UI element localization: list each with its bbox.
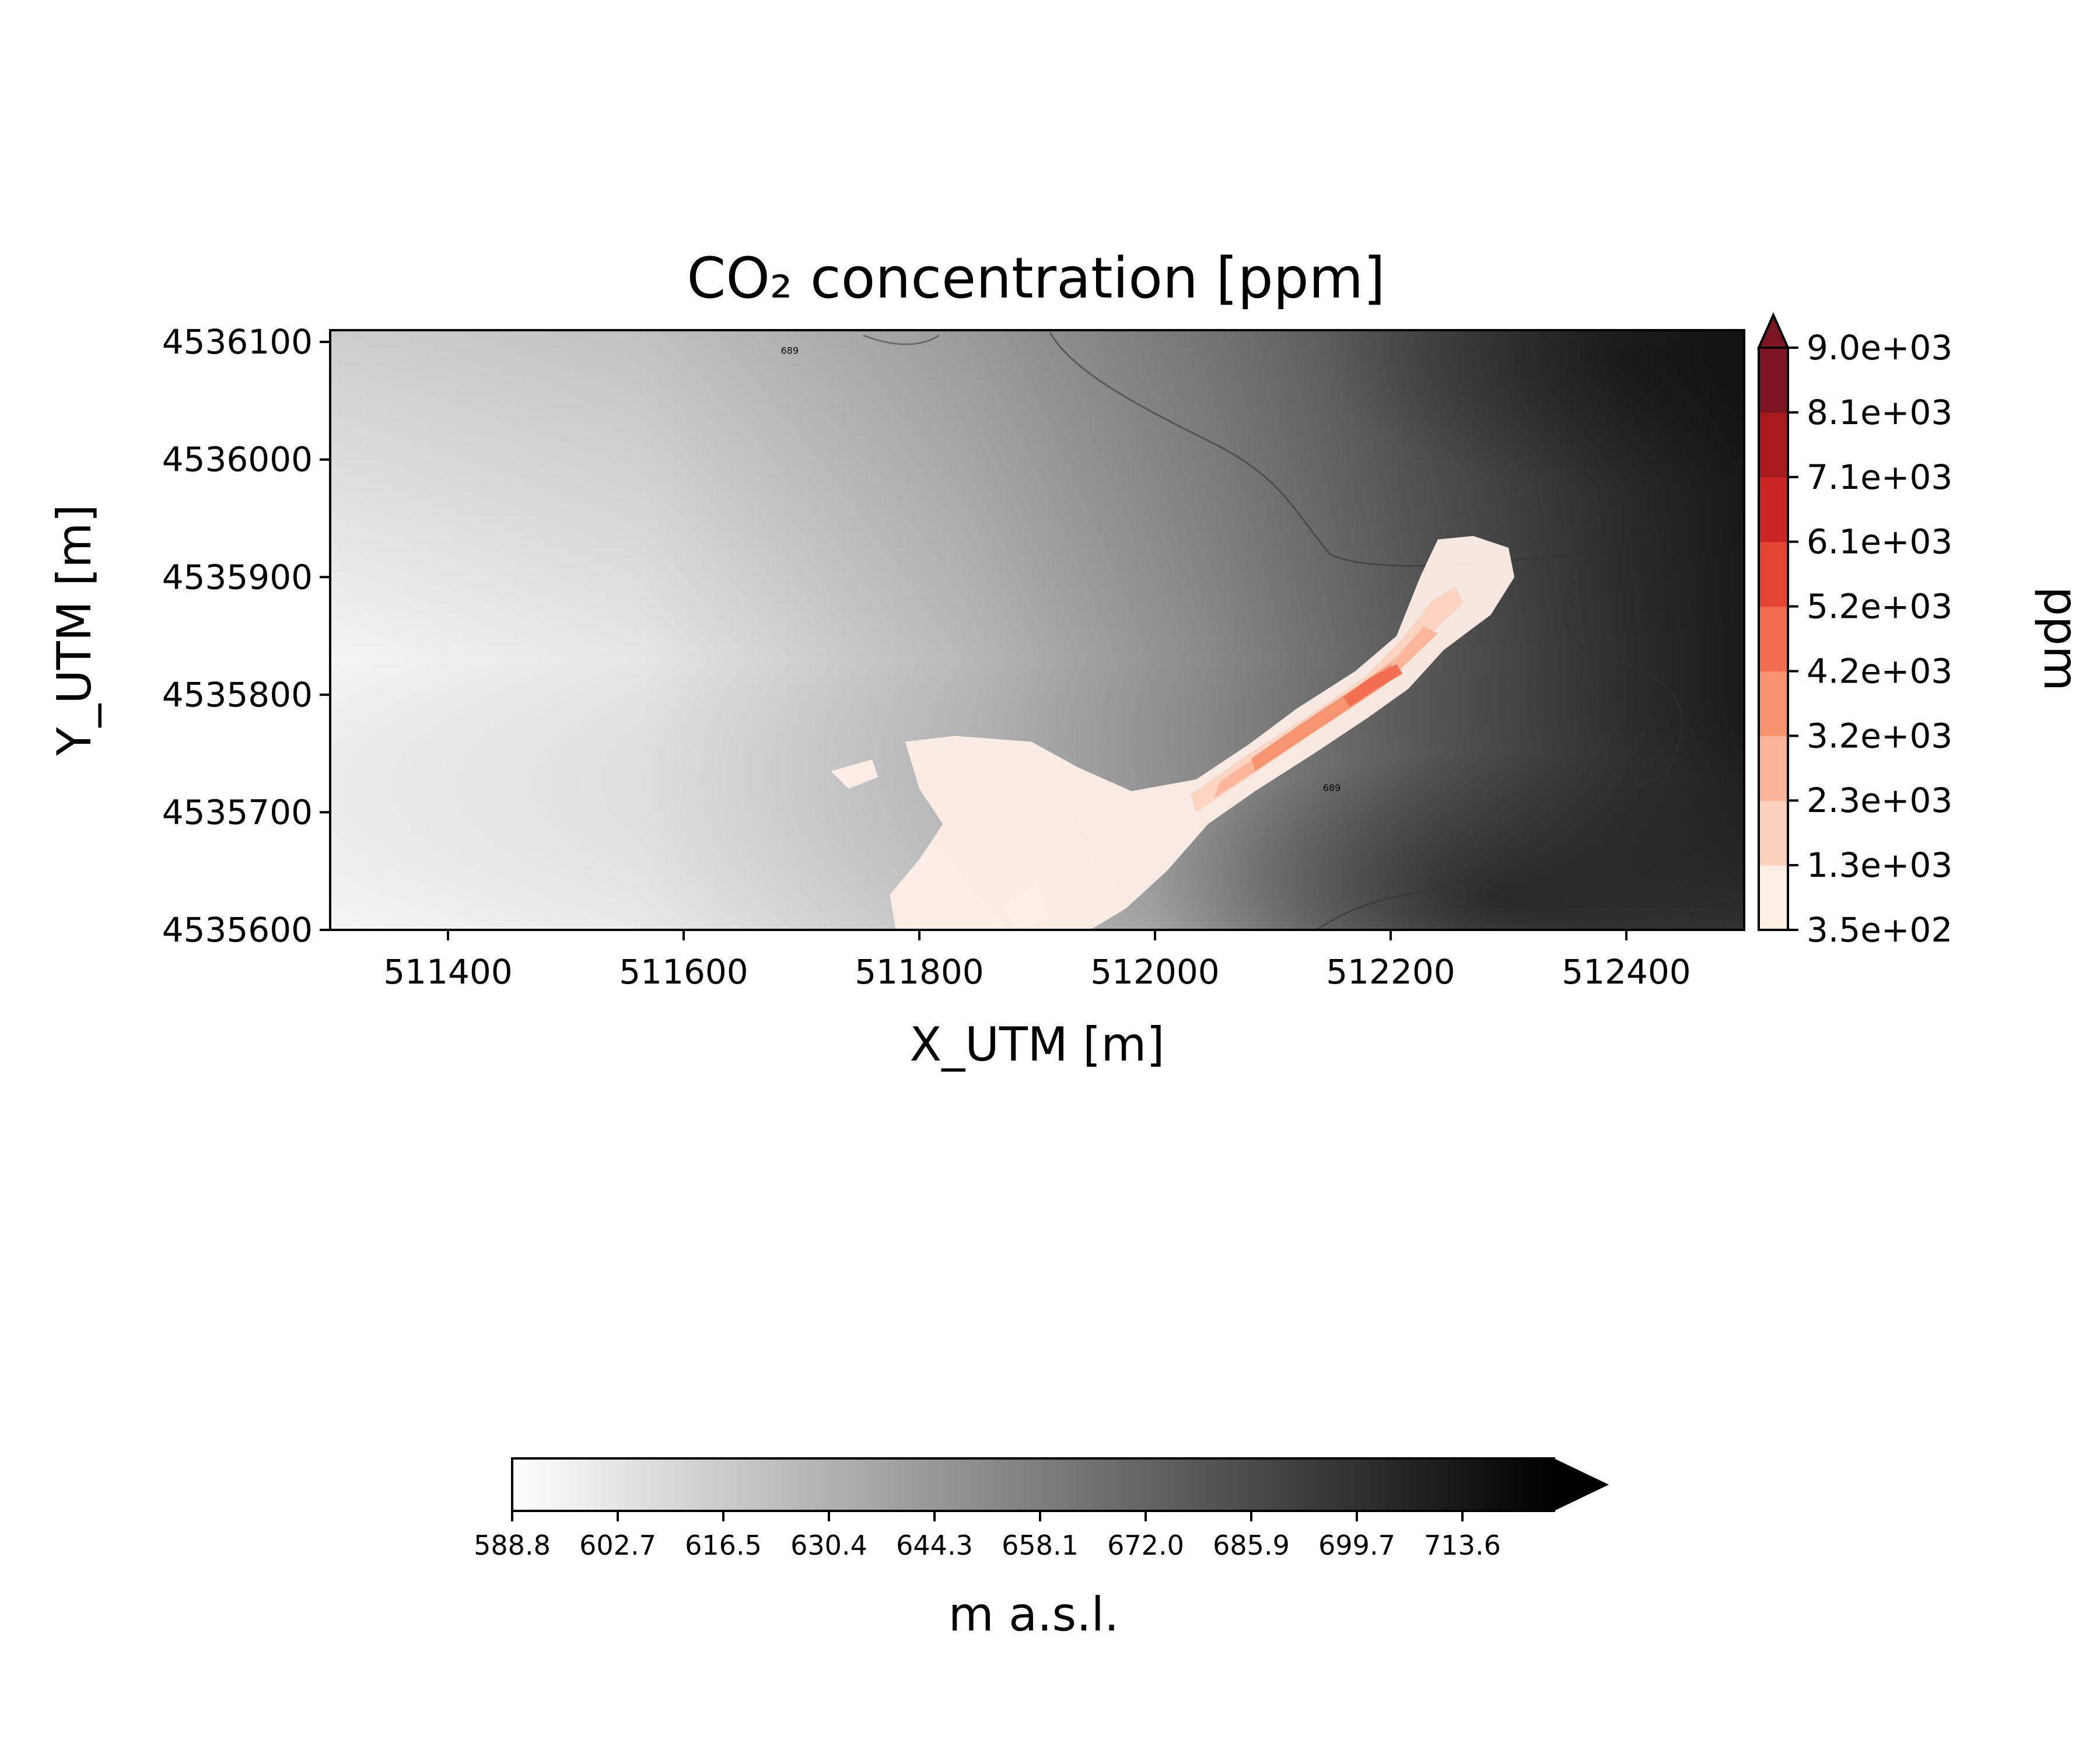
elevation-contour-line-top	[863, 334, 940, 345]
co2-colorbar-band-8	[1759, 348, 1788, 413]
x-tick-label-3: 512000	[1090, 952, 1219, 992]
co2-colorbar-tick-label-5: 5.2e+03	[1807, 587, 1952, 627]
co2-colorbar-tick-label-8: 8.1e+03	[1807, 393, 1952, 432]
co2-colorbar-tick-label-7: 7.1e+03	[1807, 457, 1952, 497]
co2-colorbar-band-7	[1759, 412, 1788, 478]
elevation-colorbar: 588.8 602.7 616.5 630.4 644.3 658.1 672.0 685.9…	[474, 1457, 1609, 1561]
co2-colorbar-band-1	[1759, 800, 1788, 866]
plume-region-6	[1002, 883, 1049, 930]
plume-region-0	[890, 536, 1515, 930]
x-tick-label-1: 511600	[619, 952, 748, 992]
x-axis: 511400 511600 511800 512000 512200 512400	[383, 930, 1691, 992]
elevation-colorbar-tick-label-0: 588.8	[474, 1530, 551, 1561]
elevation-colorbar-tick-label-7: 685.9	[1213, 1530, 1290, 1561]
x-tick-label-2: 511800	[855, 952, 984, 992]
co2-colorbar-tick-label-1: 1.3e+03	[1807, 845, 1952, 885]
co2-colorbar-tick-label-4: 4.2e+03	[1807, 651, 1952, 691]
elevation-colorbar-extend	[1554, 1458, 1609, 1511]
elevation-colorbar-tick-label-1: 602.7	[579, 1530, 656, 1561]
elevation-colorbar-tick-label-3: 630.4	[790, 1530, 867, 1561]
co2-colorbar-tick-label-9: 9.0e+03	[1807, 328, 1952, 368]
co2-colorbar-tick-label-3: 3.2e+03	[1807, 716, 1952, 755]
co2-colorbar-band-3	[1759, 671, 1788, 736]
elevation-colorbar-label: m a.s.l.	[949, 1587, 1119, 1642]
y-axis: 4535600 4535700 4535800 4535900 4536000 45361…	[162, 322, 330, 950]
co2-colorbar-band-5	[1759, 541, 1788, 607]
elevation-colorbar-frame	[511, 1457, 1555, 1512]
elevation-colorbar-tick-label-4: 644.3	[896, 1530, 973, 1561]
co2-colorbar-extend	[1756, 312, 1790, 349]
elevation-colorbar-tick-label-9: 713.6	[1424, 1530, 1501, 1561]
co2-colorbar-tick-label-6: 6.1e+03	[1807, 522, 1952, 562]
co2-colorbar-band-0	[1759, 865, 1788, 930]
y-tick-label-5: 4536100	[162, 322, 313, 362]
chart-title: CO₂ concentration [ppm]	[687, 246, 1385, 311]
elevation-colorbar-tick-label-6: 672.0	[1107, 1530, 1184, 1561]
y-axis-label: Y_UTM [m]	[47, 504, 102, 756]
y-tick-label-2: 4535800	[162, 675, 313, 715]
co2-colorbar-tick-label-2: 2.3e+03	[1807, 781, 1952, 820]
co2-colorbar-frame	[1758, 347, 1789, 931]
y-tick-label-4: 4536000	[162, 440, 313, 480]
plume-region-5	[831, 759, 878, 789]
x-tick-label-0: 511400	[383, 952, 512, 992]
co2-colorbar: 3.5e+02 1.3e+03 2.3e+03 3.2e+03 4.2e+03 5.2e+…	[1756, 312, 1952, 950]
y-tick-label-3: 4535900	[162, 557, 313, 597]
plume-region-4	[1343, 664, 1403, 706]
y-tick-label-0: 4535600	[162, 910, 313, 950]
plot-area: 689 689	[329, 329, 1745, 931]
elevation-colorbar-tick-label-2: 616.5	[685, 1530, 762, 1561]
elevation-contour-line	[1049, 332, 1683, 930]
x-axis-label: X_UTM [m]	[909, 1017, 1164, 1072]
elevation-colorbar-tick-label-8: 699.7	[1318, 1530, 1395, 1561]
co2-colorbar-band-6	[1759, 477, 1788, 543]
contour-label-1: 689	[1323, 782, 1341, 793]
co2-colorbar-tick-label-0: 3.5e+02	[1807, 910, 1952, 950]
co2-colorbar-band-4	[1759, 606, 1788, 671]
y-tick-label-1: 4535700	[162, 792, 313, 832]
x-tick-label-4: 512200	[1326, 952, 1455, 992]
elevation-colorbar-gradient	[512, 1458, 1554, 1511]
co2-colorbar-band-2	[1759, 736, 1788, 801]
x-tick-label-5: 512400	[1562, 952, 1690, 992]
elevation-colorbar-tick-label-5: 658.1	[1002, 1530, 1079, 1561]
co2-colorbar-label: ppm	[2034, 586, 2088, 691]
plot-frame	[329, 329, 1745, 931]
contour-label-0: 689	[781, 345, 799, 356]
